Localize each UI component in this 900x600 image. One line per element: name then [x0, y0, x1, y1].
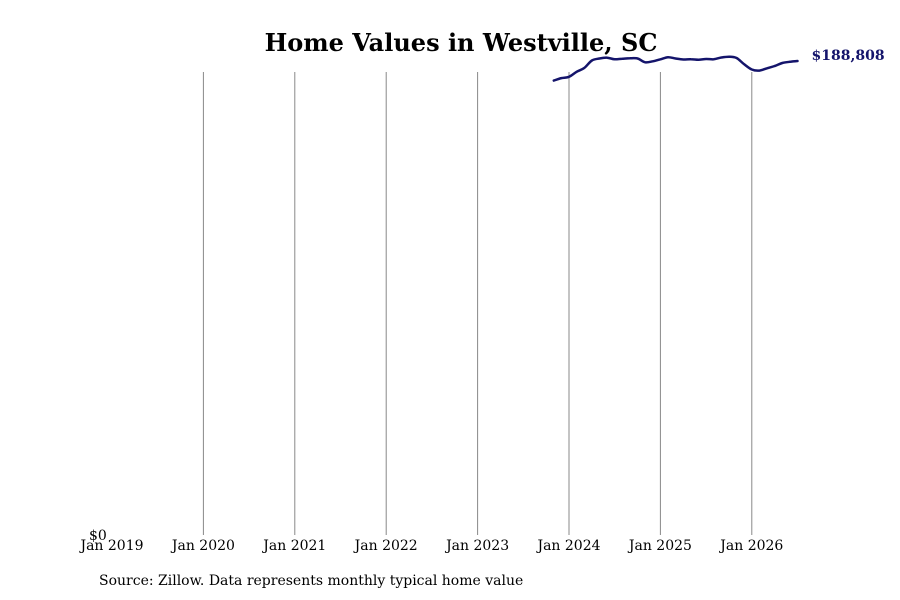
x-tick-label: Jan 2023 [444, 538, 509, 554]
y-tick-label: $0 [89, 528, 107, 544]
x-tick-label: Jan 2019 [78, 538, 143, 554]
x-tick-label: Jan 2020 [170, 538, 235, 554]
x-tick-label: Jan 2021 [261, 538, 326, 554]
x-tick-label: Jan 2026 [718, 538, 783, 554]
series-line-0 [552, 55, 799, 82]
series-end-label: $188,808 [812, 48, 885, 64]
x-tick-label: Jan 2024 [535, 538, 600, 554]
chart-title: Home Values in Westville, SC [264, 28, 658, 57]
x-tick-label: Jan 2025 [627, 538, 692, 554]
series-layer [552, 55, 799, 82]
x-tick-label: Jan 2022 [353, 538, 418, 554]
source-note: Source: Zillow. Data represents monthly … [99, 573, 524, 589]
labels-layer: Jan 2019 Jan 2020 Jan 2021 Jan 2022 Jan 2023… [78, 48, 884, 554]
gridlines [202, 72, 753, 535]
